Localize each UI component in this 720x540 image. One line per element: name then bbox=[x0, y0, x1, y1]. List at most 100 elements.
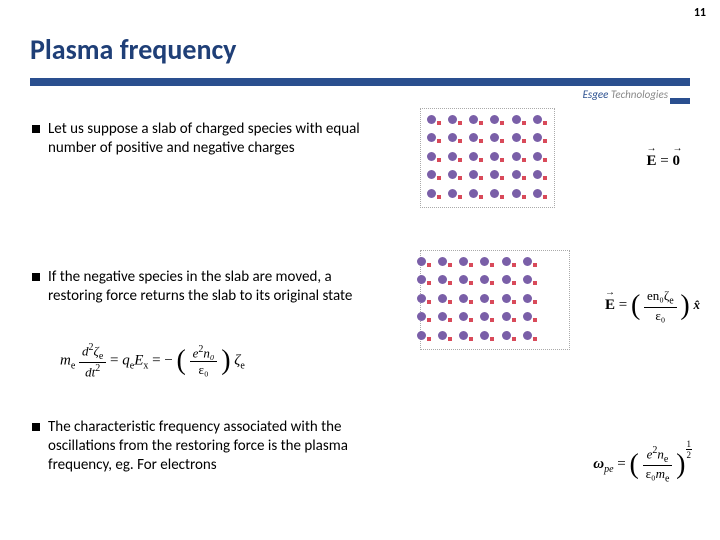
ion-particle bbox=[438, 275, 447, 284]
ion-particle bbox=[512, 133, 521, 142]
electron-particle bbox=[490, 337, 494, 341]
electron-particle bbox=[427, 263, 431, 267]
brand-accent-bar bbox=[670, 98, 690, 104]
electron-particle bbox=[522, 176, 526, 180]
electron-particle bbox=[479, 158, 483, 162]
ion-particle bbox=[502, 331, 511, 340]
electron-particle bbox=[448, 318, 452, 322]
particle-cell bbox=[467, 131, 486, 147]
ion-particle bbox=[502, 312, 511, 321]
electron-particle bbox=[522, 139, 526, 143]
electron-particle bbox=[500, 195, 504, 199]
electron-particle bbox=[543, 195, 547, 199]
paren-open: ( bbox=[630, 454, 639, 476]
equals: = bbox=[110, 353, 122, 369]
ion-particle bbox=[427, 115, 436, 124]
particle-cell bbox=[500, 273, 519, 289]
brand-name: Esgee bbox=[583, 88, 609, 101]
particle-cell bbox=[446, 131, 465, 147]
ion-particle bbox=[448, 152, 457, 161]
electron-particle bbox=[522, 195, 526, 199]
electron-particle bbox=[437, 195, 441, 199]
electron-particle bbox=[512, 318, 516, 322]
electron-particle bbox=[448, 281, 452, 285]
ion-particle bbox=[512, 189, 521, 198]
equation-of-motion: me d2ζe dt2 = qeEx = − ( e2n₀ ε₀ ) ζe bbox=[60, 342, 245, 380]
ion-particle bbox=[438, 312, 447, 321]
ion-particle bbox=[469, 189, 478, 198]
particle-cell bbox=[436, 329, 455, 345]
particle-cell bbox=[500, 255, 519, 271]
ion-particle bbox=[417, 312, 426, 321]
ion-particle bbox=[459, 257, 468, 266]
particle-cell bbox=[521, 292, 540, 308]
electron-particle bbox=[437, 139, 441, 143]
ion-particle bbox=[417, 257, 426, 266]
ion-particle bbox=[448, 189, 457, 198]
ion-particle bbox=[502, 294, 511, 303]
ion-particle bbox=[480, 275, 489, 284]
electron-particle bbox=[543, 121, 547, 125]
particle-cell bbox=[510, 187, 529, 203]
particle-cell bbox=[478, 329, 497, 345]
electron-particle bbox=[533, 281, 537, 285]
ion-particle bbox=[427, 133, 436, 142]
ion-particle bbox=[523, 312, 532, 321]
ion-particle bbox=[480, 294, 489, 303]
ion-particle bbox=[490, 115, 499, 124]
ion-particle bbox=[448, 133, 457, 142]
ion-particle bbox=[438, 294, 447, 303]
ion-particle bbox=[438, 257, 447, 266]
particle-cell bbox=[436, 292, 455, 308]
particle-cell bbox=[478, 292, 497, 308]
ion-particle bbox=[469, 133, 478, 142]
particle-cell bbox=[446, 168, 465, 184]
particle-cell bbox=[446, 187, 465, 203]
particle-cell bbox=[467, 187, 486, 203]
electron-particle bbox=[437, 176, 441, 180]
vector-zero: 0 bbox=[673, 153, 681, 169]
equals: = bbox=[617, 456, 629, 472]
electron-particle bbox=[522, 121, 526, 125]
particle-cell bbox=[415, 255, 434, 271]
bullet-2: If the negative species in the slab are … bbox=[48, 268, 388, 306]
bullet-1: Let us suppose a slab of charged species… bbox=[48, 120, 388, 158]
ion-particle bbox=[523, 331, 532, 340]
paren-close: ) bbox=[676, 454, 685, 476]
electron-particle bbox=[543, 139, 547, 143]
electron-particle bbox=[458, 158, 462, 162]
unit-vector-x: x̂ bbox=[694, 297, 701, 312]
particle-cell bbox=[510, 150, 529, 166]
ion-particle bbox=[417, 275, 426, 284]
electron-particle bbox=[427, 318, 431, 322]
particle-cell bbox=[500, 292, 519, 308]
electron-particle bbox=[522, 158, 526, 162]
ion-particle bbox=[523, 275, 532, 284]
electron-particle bbox=[533, 318, 537, 322]
ion-particle bbox=[448, 115, 457, 124]
equals: = bbox=[660, 153, 672, 169]
fraction: en₀ζe ε₀ bbox=[644, 288, 677, 324]
electron-particle bbox=[448, 300, 452, 304]
particle-cell bbox=[446, 150, 465, 166]
electron-particle bbox=[479, 139, 483, 143]
ion-particle bbox=[438, 331, 447, 340]
ion-particle bbox=[512, 115, 521, 124]
paren-open: ( bbox=[177, 350, 186, 372]
second-derivative: d2ζe dt2 bbox=[79, 342, 106, 380]
particle-cell bbox=[467, 150, 486, 166]
shifted-electron-region bbox=[410, 250, 545, 350]
particle-cell bbox=[478, 273, 497, 289]
particle-cell bbox=[457, 329, 476, 345]
ion-particle bbox=[533, 133, 542, 142]
particle-cell bbox=[478, 255, 497, 271]
exponent-half: 12 bbox=[686, 439, 693, 460]
ion-particle bbox=[533, 170, 542, 179]
electron-particle bbox=[543, 158, 547, 162]
particle-cell bbox=[488, 187, 507, 203]
electron-particle bbox=[458, 176, 462, 180]
particle-cell bbox=[467, 113, 486, 129]
particle-cell bbox=[415, 273, 434, 289]
electron-particle bbox=[437, 121, 441, 125]
paren-open: ( bbox=[631, 295, 640, 317]
